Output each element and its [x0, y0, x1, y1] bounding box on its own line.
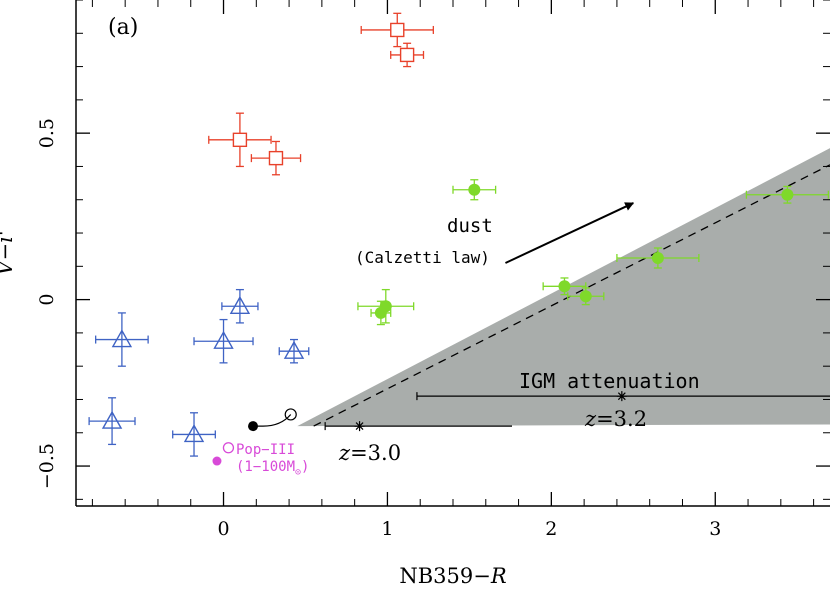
model-track-start-point: [248, 421, 259, 432]
redshift-marker-1: [324, 421, 513, 432]
redshift-label-z32-value: =3.2: [596, 407, 647, 431]
dust-arrow: [505, 202, 635, 264]
triangle-marker: [111, 329, 133, 348]
redshift-label-z32: z=3.2: [584, 407, 647, 431]
data-point: [221, 288, 259, 324]
circle-marker: [781, 188, 794, 201]
dust-label: dust: [447, 215, 493, 237]
data-point: [567, 287, 605, 306]
popiii-sublabel-sun: ⊙: [295, 467, 301, 478]
square-marker: [232, 132, 248, 148]
redshift-star-marker: [616, 391, 627, 402]
data-point: [193, 318, 254, 364]
data-point: [452, 179, 497, 201]
data-point: [95, 312, 149, 367]
panel-label: (a): [108, 15, 138, 40]
x-tick-label: 2: [545, 518, 557, 540]
square-marker: [399, 47, 415, 63]
circle-marker: [468, 183, 481, 196]
data-point: [88, 397, 136, 446]
circle-marker: [558, 280, 571, 293]
data-point: [360, 12, 434, 48]
square-marker: [390, 22, 405, 38]
popiii-sublabel-main: (1−100M: [236, 459, 295, 475]
data-point: [616, 247, 700, 269]
popiii-sublabel-close: ): [301, 459, 309, 475]
dashed-line: [313, 164, 830, 427]
igm-label: IGM attenuation: [519, 369, 700, 393]
popiii-open-point: [222, 442, 235, 454]
y-axis-title: V−i': [0, 230, 17, 275]
popiii-filled-point: [212, 456, 222, 466]
redshift-star-marker: [354, 421, 365, 432]
triangle-marker: [101, 410, 123, 429]
popiii-sublabel: (1−100M⊙): [236, 459, 309, 478]
dust-sublabel: (Calzetti law): [355, 248, 490, 267]
redshift-label-z30-value: =3.0: [350, 441, 401, 465]
x-tick-label: 1: [381, 518, 393, 540]
y-tick-label: 0.5: [36, 118, 58, 148]
redshift-label-z30-var: z: [338, 441, 351, 465]
triangle-marker: [183, 423, 205, 443]
x-axis-title-main: NB359−: [399, 564, 491, 588]
circle-marker: [651, 251, 664, 264]
triangle-marker: [283, 340, 305, 359]
x-axis-title-var: R: [490, 564, 507, 588]
x-axis-title: NB359−R: [399, 564, 507, 588]
model-track-line: [253, 414, 292, 427]
square-marker: [268, 150, 284, 166]
model-track-end-point: [284, 408, 297, 421]
data-point: [357, 288, 415, 324]
igm-region: [297, 148, 830, 427]
redshift-label-z30: z=3.0: [338, 441, 401, 465]
x-tick-label: 3: [709, 518, 721, 540]
data-point: [745, 185, 830, 204]
triangle-marker: [213, 330, 234, 349]
popiii-label: Pop−III: [236, 442, 295, 458]
data-point: [390, 42, 425, 68]
triangle-marker: [229, 295, 251, 314]
data-point: [542, 277, 587, 296]
circle-marker: [579, 290, 592, 303]
redshift-marker-2: [416, 391, 830, 402]
redshift-label-z32-var: z: [584, 407, 597, 431]
data-point: [370, 300, 392, 326]
y-tick-label: −0.5: [36, 443, 58, 489]
data-point: [278, 338, 310, 364]
y-tick-label: 0: [36, 294, 58, 306]
circle-marker: [374, 306, 387, 319]
x-tick-label: 0: [217, 518, 229, 540]
data-point: [208, 112, 272, 168]
data-point: [250, 140, 302, 176]
data-point: [172, 412, 216, 457]
